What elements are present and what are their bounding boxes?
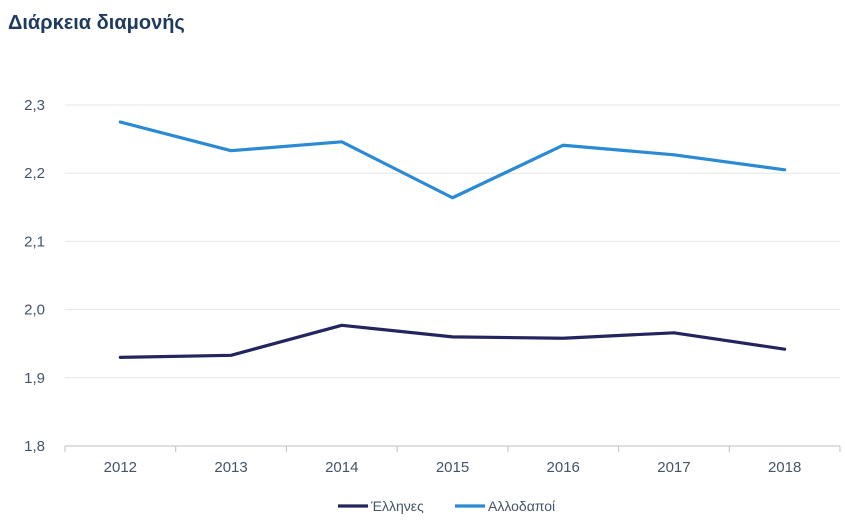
- chart-title: Διάρκεια διαμονής: [8, 12, 185, 34]
- y-tick-labels: 1,8 1,9 2,0 2,1 2,2 2,3: [24, 97, 45, 455]
- gridlines: [65, 104, 840, 379]
- y-tick-label: 2,3: [24, 97, 45, 114]
- axes: [64, 445, 841, 452]
- series-line-1: [118, 323, 787, 359]
- series-line-2: [118, 120, 787, 200]
- legend-label-2: Αλλοδαποί: [488, 498, 555, 514]
- legend: Έλληνες Αλλοδαποί: [338, 498, 555, 514]
- legend-label-1: Έλληνες: [370, 498, 424, 514]
- y-tick-label: 2,0: [24, 302, 45, 319]
- x-tick-label: 2012: [104, 459, 137, 476]
- x-tick-label: 2014: [325, 459, 358, 476]
- y-tick-label: 2,2: [24, 165, 45, 182]
- x-tick-labels: 2012 2013 2014 2015 2016 2017 2018: [104, 459, 802, 476]
- x-tick-label: 2013: [214, 459, 247, 476]
- x-tick-label: 2017: [657, 459, 690, 476]
- y-tick-label: 1,8: [24, 438, 45, 455]
- x-tick-label: 2015: [436, 459, 469, 476]
- y-tick-label: 1,9: [24, 370, 45, 387]
- x-tick-label: 2018: [768, 459, 801, 476]
- y-tick-label: 2,1: [24, 233, 45, 250]
- x-tick-label: 2016: [547, 459, 580, 476]
- series-lines: [118, 120, 787, 359]
